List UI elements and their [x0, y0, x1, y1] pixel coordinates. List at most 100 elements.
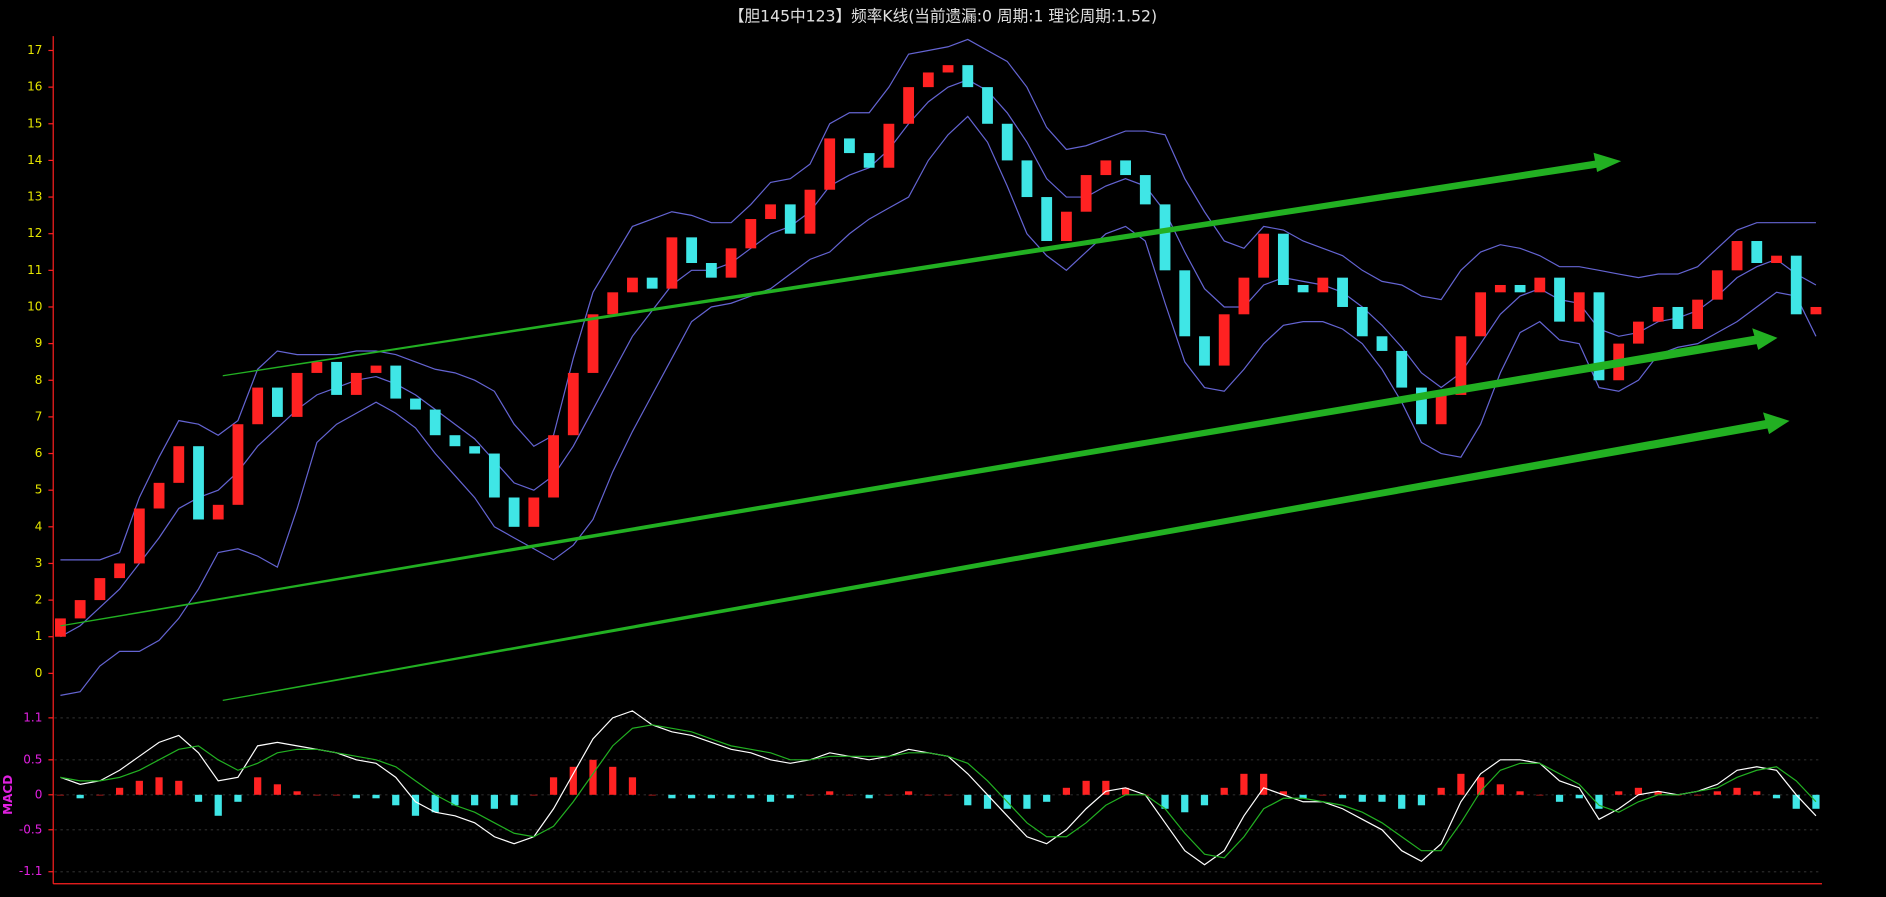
- candle: [1001, 123, 1013, 161]
- macd-bar: [707, 794, 715, 799]
- macd-bar: [313, 794, 321, 796]
- candle: [1080, 175, 1092, 212]
- candle: [1672, 306, 1684, 329]
- candle: [1810, 306, 1822, 315]
- macd-bar: [668, 794, 676, 799]
- candle: [587, 314, 599, 373]
- macd-bar: [1713, 791, 1721, 795]
- band-line: [60, 115, 1817, 696]
- candle: [1475, 292, 1487, 337]
- macd-bar: [569, 766, 577, 795]
- candle: [429, 409, 441, 436]
- candle: [1573, 292, 1585, 322]
- macd-bar: [76, 794, 84, 799]
- candle: [271, 387, 283, 417]
- macd-bar: [293, 791, 301, 795]
- y-tick-label: 1.1: [23, 710, 42, 724]
- candle: [1238, 277, 1250, 315]
- y-tick-label: 3: [35, 556, 43, 570]
- arrow-head: [1752, 328, 1778, 350]
- y-tick-label: 0.5: [23, 752, 42, 766]
- macd-bar: [1437, 787, 1445, 795]
- macd-bar: [845, 794, 854, 796]
- candle: [548, 435, 559, 498]
- candle: [686, 237, 698, 264]
- macd-bar: [865, 794, 873, 799]
- macd-bar: [589, 759, 597, 795]
- macd-bar: [1043, 794, 1051, 802]
- macd-bar: [332, 794, 341, 796]
- y-axis-label: MACD: [1, 775, 15, 815]
- candle: [903, 87, 915, 124]
- y-tick-label: 0: [35, 666, 43, 680]
- y-tick-label: 5: [35, 483, 43, 497]
- macd-bar: [1240, 773, 1248, 795]
- macd-bar: [1595, 794, 1603, 809]
- y-tick-label: 10: [27, 299, 42, 313]
- candle: [942, 65, 954, 73]
- y-tick-label: 9: [35, 336, 43, 350]
- macd-bar: [1023, 794, 1031, 809]
- macd-bar: [56, 794, 65, 796]
- candle: [627, 277, 638, 293]
- macd-bar: [1358, 794, 1366, 802]
- candle: [449, 435, 461, 447]
- candle: [370, 365, 382, 373]
- candle: [1139, 175, 1151, 205]
- macd-bar: [1516, 791, 1524, 795]
- y-tick-label: 16: [27, 80, 42, 94]
- macd-bar: [115, 787, 124, 795]
- macd-bar: [1121, 787, 1130, 795]
- candle: [844, 138, 855, 154]
- candle: [725, 248, 737, 278]
- candle: [350, 372, 362, 395]
- candle: [1060, 211, 1072, 242]
- y-tick-label: 13: [27, 190, 42, 204]
- macd-bar: [1753, 791, 1761, 795]
- macd-bar: [1299, 794, 1307, 799]
- candle: [784, 204, 796, 234]
- candle: [153, 482, 165, 509]
- y-tick-label: 17: [27, 43, 42, 57]
- macd-bar: [411, 794, 420, 816]
- candle: [646, 277, 658, 289]
- candle: [883, 123, 895, 168]
- candle: [863, 153, 875, 168]
- y-tick-label: 15: [27, 116, 42, 130]
- y-tick-label: 6: [35, 446, 43, 460]
- candle: [1396, 350, 1408, 388]
- candle: [1120, 160, 1131, 176]
- y-tick-label: -1.1: [19, 864, 42, 878]
- macd-bar: [1477, 777, 1485, 795]
- candle: [291, 372, 303, 417]
- candle: [666, 237, 678, 289]
- candle: [962, 65, 974, 88]
- candle: [252, 387, 264, 425]
- macd-bar: [1417, 794, 1426, 806]
- candle: [173, 446, 185, 483]
- arrow-head: [1593, 152, 1622, 172]
- y-tick-label: 7: [35, 409, 43, 423]
- candle: [705, 263, 717, 278]
- macd-bar: [1378, 794, 1386, 802]
- macd-bar: [1792, 794, 1800, 809]
- y-tick-label: 2: [35, 593, 43, 607]
- macd-bar: [806, 794, 814, 796]
- macd-bar: [1398, 794, 1406, 809]
- macd-bar: [609, 766, 617, 795]
- macd-bar: [214, 794, 222, 816]
- candle: [1416, 387, 1427, 425]
- candle: [193, 446, 204, 520]
- candle: [824, 138, 836, 190]
- macd-bar: [1575, 794, 1583, 799]
- candle: [1652, 306, 1664, 322]
- candle: [1711, 270, 1723, 300]
- macd-bar: [826, 791, 834, 795]
- candle: [1041, 197, 1053, 242]
- candle: [410, 398, 421, 410]
- macd-bar: [1161, 794, 1169, 809]
- candle: [1199, 336, 1210, 366]
